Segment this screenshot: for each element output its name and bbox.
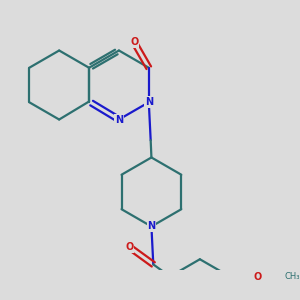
Text: O: O [254, 272, 262, 281]
Text: O: O [125, 242, 134, 252]
Text: CH₃: CH₃ [285, 272, 300, 281]
Text: N: N [145, 97, 153, 107]
Text: N: N [115, 115, 123, 124]
Text: O: O [130, 38, 138, 47]
Text: N: N [147, 221, 155, 232]
